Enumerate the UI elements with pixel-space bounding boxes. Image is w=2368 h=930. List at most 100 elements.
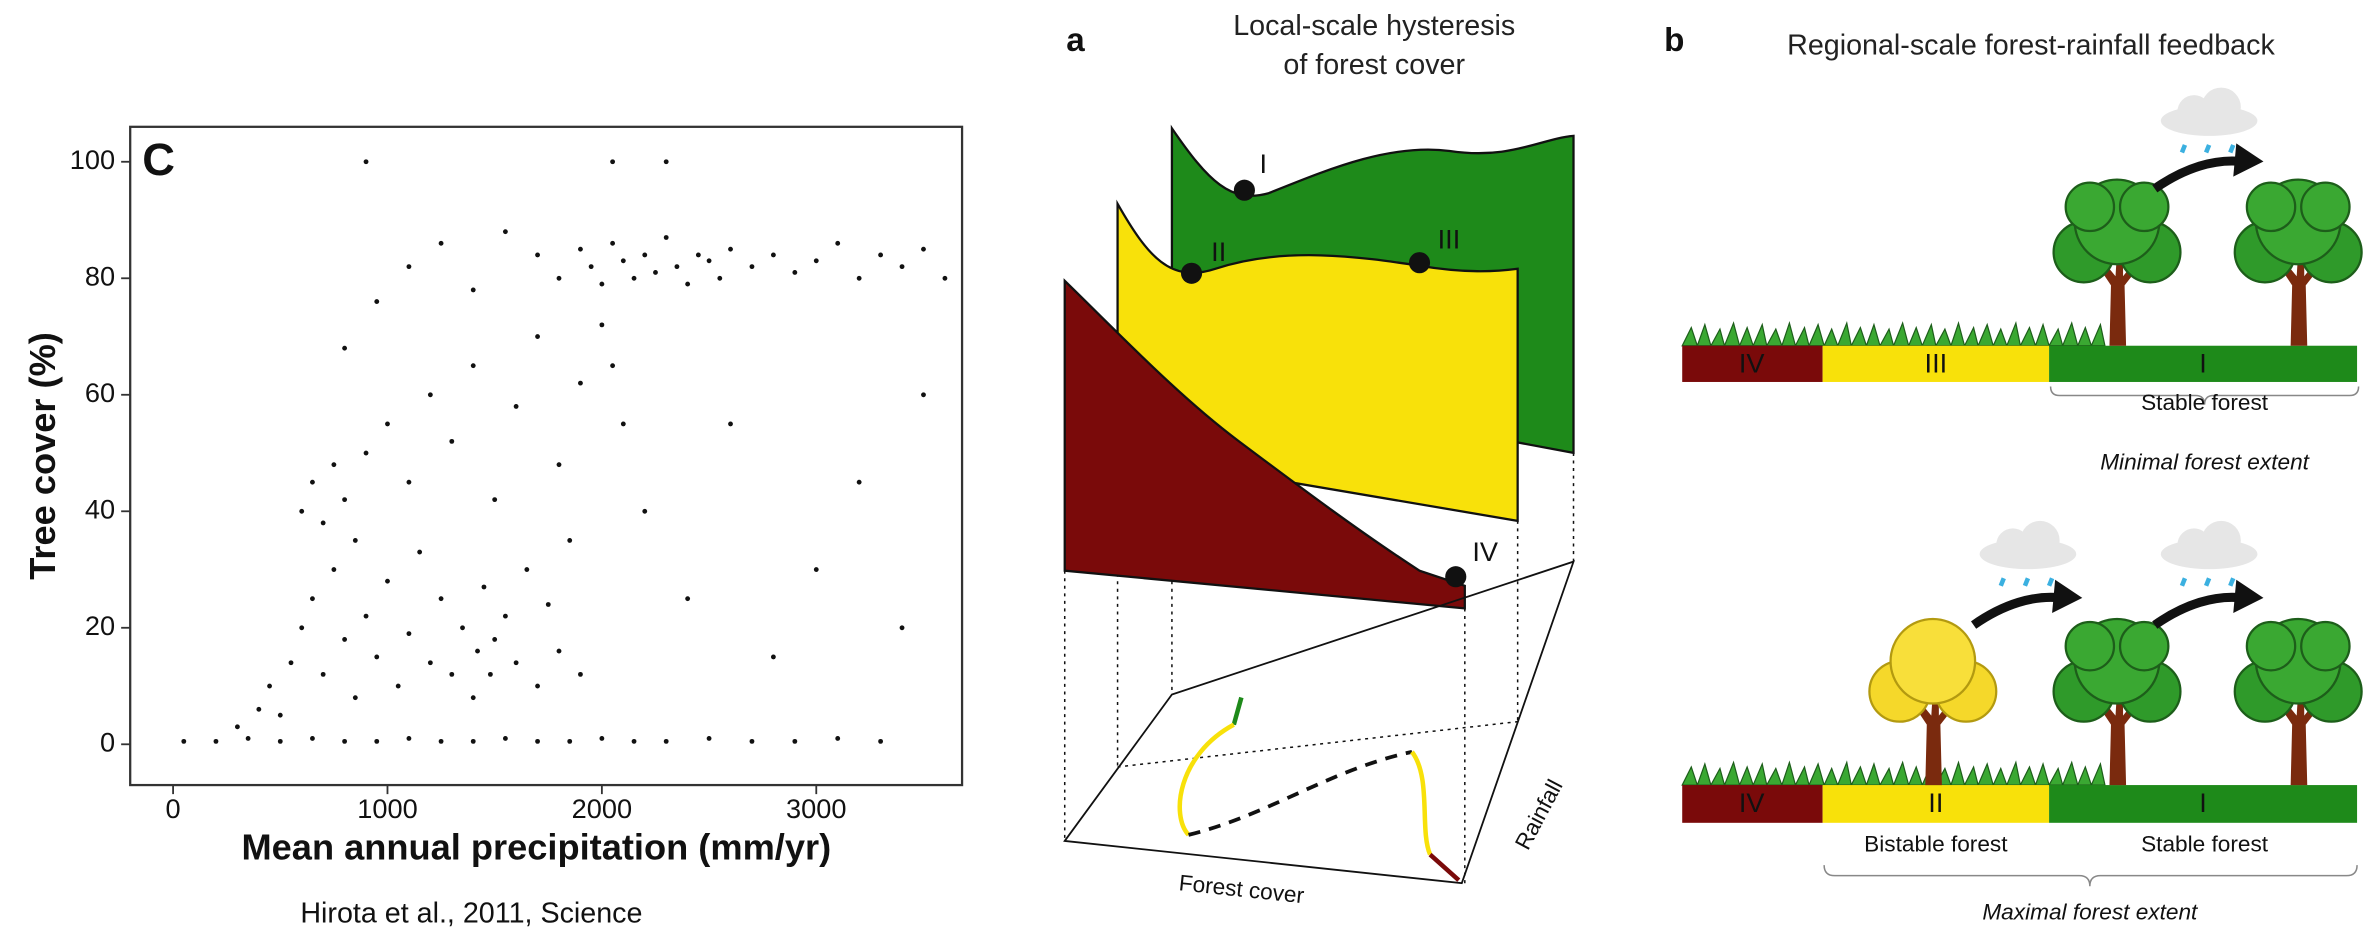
segment-label: I (2199, 787, 2207, 818)
point (728, 421, 733, 427)
point (502, 613, 508, 619)
state-label: II (1211, 236, 1226, 267)
point (631, 738, 637, 744)
grass (1681, 320, 2106, 348)
point (331, 567, 337, 572)
bracket-label: Stable forest (2141, 390, 2269, 415)
tree (2052, 617, 2182, 787)
point (770, 654, 776, 660)
point (438, 738, 444, 744)
point (502, 736, 508, 741)
curve-forest (1231, 696, 1244, 726)
panel-label: C (142, 134, 175, 185)
point (556, 462, 562, 468)
point (578, 671, 583, 677)
curve-savanna (1177, 722, 1235, 837)
point (234, 724, 240, 730)
bar-segment (1822, 785, 2050, 823)
point (342, 345, 348, 351)
point (685, 281, 691, 287)
point (610, 240, 616, 246)
point (288, 660, 294, 666)
x-tick-label: 2000 (572, 793, 632, 824)
point (406, 736, 412, 741)
tree (1868, 617, 1998, 787)
axis-label: Rainfall (1510, 775, 1568, 853)
point (674, 264, 680, 270)
point (749, 264, 755, 270)
segment-label: IV (1739, 348, 1765, 379)
point (487, 671, 493, 677)
y-tick-label: 100 (70, 144, 115, 175)
grass (1681, 760, 2106, 787)
point (363, 159, 369, 165)
curve-treeless (1428, 852, 1461, 882)
point (524, 567, 530, 572)
point (578, 246, 583, 252)
state-label: I (1259, 148, 1267, 179)
point (620, 421, 626, 427)
point (588, 264, 594, 270)
point (331, 462, 337, 468)
point (642, 508, 648, 514)
point (310, 479, 315, 485)
point (385, 578, 390, 584)
point (663, 159, 669, 165)
panel-label: b (1664, 22, 1684, 59)
tree (2233, 178, 2363, 347)
point (427, 660, 433, 666)
plot-frame (129, 125, 964, 787)
state-dots (1180, 179, 1467, 588)
point (856, 275, 862, 281)
point (320, 671, 326, 677)
point (599, 322, 605, 328)
y-axis-label: Tree cover (%) (22, 332, 63, 580)
panel-label: a (1066, 22, 1085, 59)
point (438, 240, 444, 246)
point (374, 299, 380, 304)
x-tick-label: 3000 (786, 793, 846, 824)
point (320, 520, 326, 526)
state-label: III (1438, 224, 1461, 255)
point (567, 738, 573, 744)
y-tick-label: 0 (100, 726, 115, 757)
point (470, 738, 476, 744)
point (406, 479, 412, 485)
point (417, 549, 423, 555)
point (567, 537, 573, 543)
x-tick-label: 0 (166, 793, 181, 824)
point (835, 736, 841, 741)
point (449, 671, 455, 677)
point (792, 270, 798, 275)
point (631, 275, 637, 281)
panel-title: Regional-scale forest-rainfall feedback (1787, 29, 2275, 61)
point (406, 631, 412, 637)
arrow (1974, 580, 2083, 625)
point (921, 392, 926, 398)
y-tick-label: 60 (85, 377, 115, 408)
point (813, 258, 819, 264)
point (535, 738, 540, 744)
point (545, 602, 551, 607)
panel-title: Local-scale hysteresis (1233, 10, 1515, 42)
point (385, 421, 390, 427)
caption: Hirota et al., 2011, Science (300, 897, 642, 929)
point (342, 637, 348, 642)
point (310, 736, 315, 741)
panel-title: of forest cover (1283, 49, 1465, 81)
point (363, 613, 369, 619)
x-axis-label: Mean annual precipitation (mm/yr) (241, 827, 831, 868)
bracket (2049, 386, 2360, 405)
point (492, 637, 498, 642)
point (728, 246, 733, 252)
bar-segment (2049, 345, 2358, 382)
point (749, 738, 755, 744)
axis-label: Forest cover (1178, 870, 1306, 908)
arrow (2155, 580, 2264, 625)
bar-segment (1822, 345, 2050, 382)
point (695, 252, 701, 258)
tree (2052, 178, 2182, 347)
point (475, 648, 480, 654)
